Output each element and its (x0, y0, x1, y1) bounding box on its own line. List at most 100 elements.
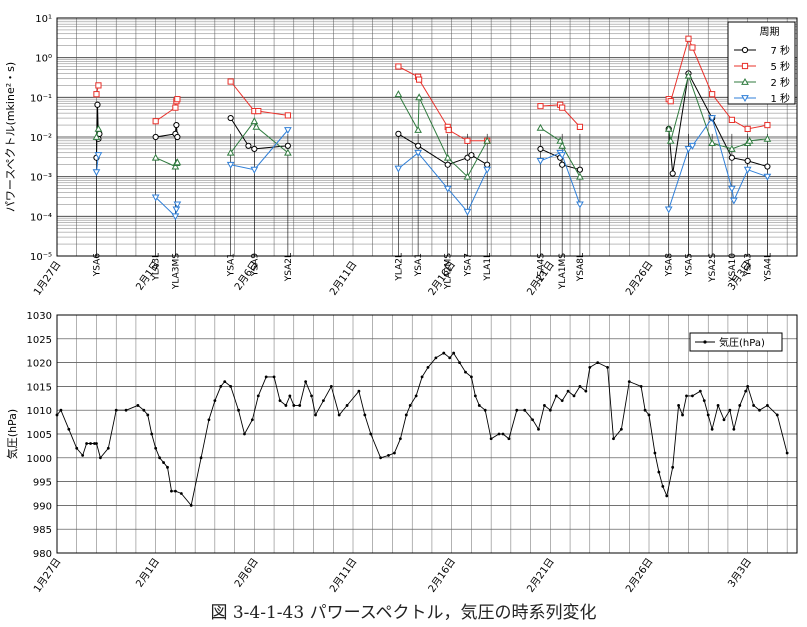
legend-label: 5 秒 (770, 60, 790, 73)
data-point (154, 446, 158, 450)
data-point (114, 408, 118, 412)
data-point (643, 408, 647, 412)
data-point (256, 394, 260, 398)
legend-label: 7 秒 (770, 44, 790, 57)
data-point (250, 166, 259, 174)
data-point (395, 130, 402, 137)
data-point (414, 125, 422, 133)
data-point (560, 399, 564, 403)
data-point (647, 413, 651, 417)
data-point (507, 437, 511, 441)
event-label: YSA8L (576, 253, 586, 282)
data-point (92, 132, 101, 140)
data-point (106, 446, 110, 450)
data-point (189, 504, 193, 507)
y-tick-label: 1015 (27, 382, 52, 393)
data-point (292, 404, 296, 407)
data-point (172, 104, 179, 111)
data-point (445, 126, 452, 134)
data-point (548, 408, 552, 412)
legend-marker (741, 77, 749, 85)
data-point (556, 136, 565, 144)
data-point (558, 141, 567, 149)
data-point (664, 124, 673, 132)
data-point (172, 206, 181, 214)
data-point (124, 408, 128, 412)
data-point (443, 153, 452, 161)
event-label: YLA1L (483, 253, 493, 282)
data-point (606, 365, 609, 369)
data-point (329, 385, 333, 388)
event-label: YSA6 (92, 253, 102, 278)
data-point (288, 394, 292, 398)
data-point (543, 404, 546, 407)
event-label: YSA2S (708, 253, 718, 283)
data-point (142, 408, 146, 412)
x-tick-label: 2月21日 (525, 556, 557, 595)
y-tick-label: 980 (33, 549, 52, 560)
legend: 周期 7 秒 5 秒 2 秒 1 秒 (727, 21, 796, 105)
data-point (166, 465, 169, 469)
data-point (393, 451, 396, 455)
data-point (763, 173, 772, 181)
data-point (226, 161, 235, 169)
data-point (576, 166, 584, 173)
data-point (483, 136, 492, 144)
data-point (483, 408, 487, 412)
data-point (464, 137, 471, 144)
data-point (685, 394, 688, 398)
data-point (531, 418, 534, 422)
y-tick-label: 990 (33, 501, 52, 512)
figure-caption: 図 3-4-1-43 パワースペクトル，気圧の時系列変化 (210, 603, 597, 623)
data-point (322, 399, 325, 403)
data-point (226, 148, 235, 156)
x-tick-label: 2月26日 (623, 259, 655, 298)
data-point (681, 413, 684, 417)
data-point (653, 451, 657, 455)
data-point (706, 413, 710, 417)
y-axis-title: パワースペクトル(mkine²・s) (4, 62, 17, 212)
legend-marker (703, 340, 707, 344)
data-point (584, 389, 588, 393)
data-point (743, 166, 752, 174)
data-point (489, 437, 493, 441)
data-point (657, 470, 661, 474)
data-point (716, 404, 720, 407)
event-label: YLA2L (394, 253, 404, 282)
data-point (92, 169, 101, 177)
data-point (387, 454, 390, 457)
data-point (67, 427, 71, 431)
series-line-0 (230, 117, 288, 150)
data-point (728, 116, 735, 123)
data-point (284, 148, 292, 156)
data-point (752, 404, 755, 407)
plot-frame (56, 314, 798, 554)
data-point (722, 418, 726, 422)
event-label: YSA4S (536, 253, 546, 283)
y-tick-label: 1020 (27, 359, 52, 370)
data-point (576, 123, 584, 130)
data-point (730, 197, 738, 205)
data-point (171, 213, 180, 221)
data-point (746, 385, 750, 388)
data-point (483, 166, 492, 174)
y-tick-label: 10¹ (35, 14, 52, 25)
data-point (745, 136, 754, 144)
data-point (415, 93, 423, 101)
data-point (85, 442, 88, 445)
data-point (728, 185, 736, 193)
data-point (94, 101, 101, 108)
y-tick-label: 1000 (27, 454, 52, 465)
data-point (708, 115, 716, 123)
legend-marker (741, 46, 749, 54)
data-point (94, 152, 103, 160)
data-point (272, 375, 276, 379)
event-label: YSA3 (744, 253, 754, 277)
data-point (444, 161, 451, 168)
data-point (284, 404, 288, 407)
data-point (536, 157, 545, 165)
data-point (619, 427, 623, 431)
data-point (152, 118, 159, 125)
data-point (470, 375, 473, 379)
